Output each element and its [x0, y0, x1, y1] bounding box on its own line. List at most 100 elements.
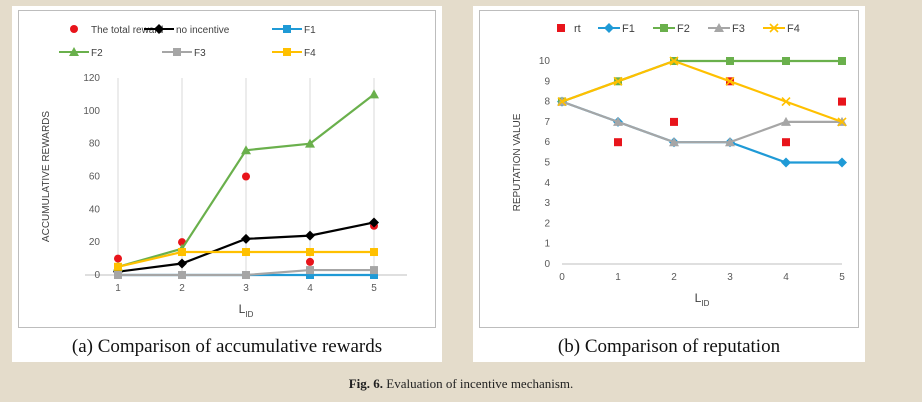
legend-label: F3 — [732, 23, 745, 35]
legend-label: F3 — [194, 48, 206, 59]
data-point — [305, 230, 315, 241]
legend-marker — [283, 48, 291, 56]
rewards-chart-caption: (a) Comparison of accumulative rewards — [71, 336, 383, 357]
legend-label: rt — [574, 23, 581, 35]
series-f3 — [557, 96, 847, 147]
series-line — [561, 59, 843, 123]
x-axis-title-subscript: ID — [701, 299, 709, 308]
data-point — [177, 258, 187, 269]
y-tick-label: 40 — [89, 204, 101, 215]
x-tick-label: 3 — [727, 272, 733, 283]
legend-item: F4 — [763, 23, 800, 35]
legend: rt F1 F2 F3 F4 — [557, 23, 800, 35]
data-point — [837, 157, 847, 168]
data-point — [114, 262, 122, 271]
series-f4 — [114, 248, 378, 271]
legend-marker — [173, 48, 181, 56]
data-point — [114, 271, 122, 279]
x-tick-label: 1 — [115, 283, 121, 294]
x-axis-title-subscript: ID — [245, 310, 253, 319]
x-tick-label: 5 — [371, 283, 377, 294]
y-tick-label: 10 — [539, 56, 551, 67]
rewards-chart: 0 20 40 60 80 100 120 1 2 3 4 5 ACCUMULATIVE REWARDS… — [41, 24, 407, 319]
y-tick-label: 9 — [544, 76, 550, 87]
figure-label: Fig. 6. — [348, 376, 384, 391]
data-point — [725, 137, 735, 147]
data-point — [306, 271, 314, 279]
data-point — [306, 266, 314, 275]
x-tick-label: 4 — [307, 283, 313, 294]
data-point — [178, 248, 186, 257]
data-point — [725, 76, 735, 86]
data-point — [369, 217, 379, 228]
legend-marker — [769, 23, 779, 33]
y-tick-label: 100 — [83, 106, 100, 117]
y-tick-label: 7 — [544, 117, 550, 128]
x-tick-label: 3 — [243, 283, 249, 294]
x-tick-label: 2 — [671, 272, 677, 283]
y-tick-label: 1 — [544, 239, 550, 250]
legend-label: F2 — [677, 23, 690, 35]
figure-caption-text: Evaluation of incentive mechanism. — [386, 376, 574, 391]
y-tick-label: 5 — [544, 158, 550, 169]
legend-item: F1 — [598, 23, 635, 35]
legend-item: F4 — [272, 48, 316, 59]
reputation-chart: 0 1 2 3 4 5 6 7 8 9 10 0 1 2 3 4 5 REPUTATION VALUE LID rt F… — [512, 23, 847, 308]
data-point — [669, 56, 679, 66]
x-tick-label: 4 — [783, 272, 789, 283]
data-point — [242, 271, 250, 279]
reputation-chart-caption: (b) Comparison of reputation — [557, 336, 781, 357]
y-tick-label: 6 — [544, 137, 550, 148]
legend-marker — [604, 23, 614, 33]
series-f2 — [558, 57, 846, 106]
legend-item: F2 — [59, 47, 103, 59]
data-point — [241, 145, 251, 155]
legend-label: The total reward — [91, 25, 163, 36]
x-axis-title-main: L — [239, 302, 246, 316]
legend-item: no incentive — [144, 24, 230, 36]
x-axis-title-main: L — [695, 291, 702, 305]
data-point — [370, 271, 378, 279]
data-point — [178, 271, 186, 279]
data-point — [370, 266, 378, 275]
legend-item: F2 — [653, 23, 690, 35]
legend-marker — [283, 25, 291, 33]
figure-caption: Fig. 6. Evaluation of incentive mechanis… — [0, 376, 922, 392]
legend-label: F4 — [787, 23, 800, 35]
legend-marker — [660, 24, 668, 32]
legend-label: F4 — [304, 48, 316, 59]
data-point — [837, 117, 847, 127]
data-point — [781, 97, 791, 107]
data-point — [838, 97, 846, 106]
chart-frame: 0 20 40 60 80 100 120 1 2 3 4 5 ACCUMULATIVE REWARDS… — [18, 10, 436, 328]
data-point — [241, 233, 251, 244]
y-tick-label: 0 — [94, 270, 100, 281]
data-point — [613, 76, 623, 86]
data-point — [782, 57, 790, 65]
series-line — [561, 59, 842, 103]
legend-label: F1 — [622, 23, 635, 35]
y-axis-title: ACCUMULATIVE REWARDS — [41, 111, 52, 242]
data-point — [669, 137, 679, 147]
data-point — [369, 89, 379, 99]
data-point — [726, 57, 734, 65]
data-point — [557, 97, 567, 107]
x-tick-label: 1 — [615, 272, 621, 283]
legend-item: rt — [557, 23, 581, 35]
x-tick-label: 0 — [559, 272, 565, 283]
legend-item: The total reward — [70, 25, 163, 36]
x-axis-title: LID — [695, 291, 710, 308]
y-tick-label: 60 — [89, 172, 101, 183]
x-tick-label: 5 — [839, 272, 845, 283]
data-point — [614, 138, 622, 147]
x-axis-title: LID — [239, 302, 254, 319]
legend-item: F3 — [708, 23, 745, 35]
y-tick-label: 120 — [83, 73, 100, 84]
x-tick-label: 2 — [179, 283, 185, 294]
data-point — [781, 116, 791, 126]
legend-marker — [69, 47, 79, 56]
data-point — [370, 248, 378, 257]
series-line — [561, 100, 842, 164]
legend-marker — [714, 23, 724, 32]
data-point — [114, 254, 122, 263]
